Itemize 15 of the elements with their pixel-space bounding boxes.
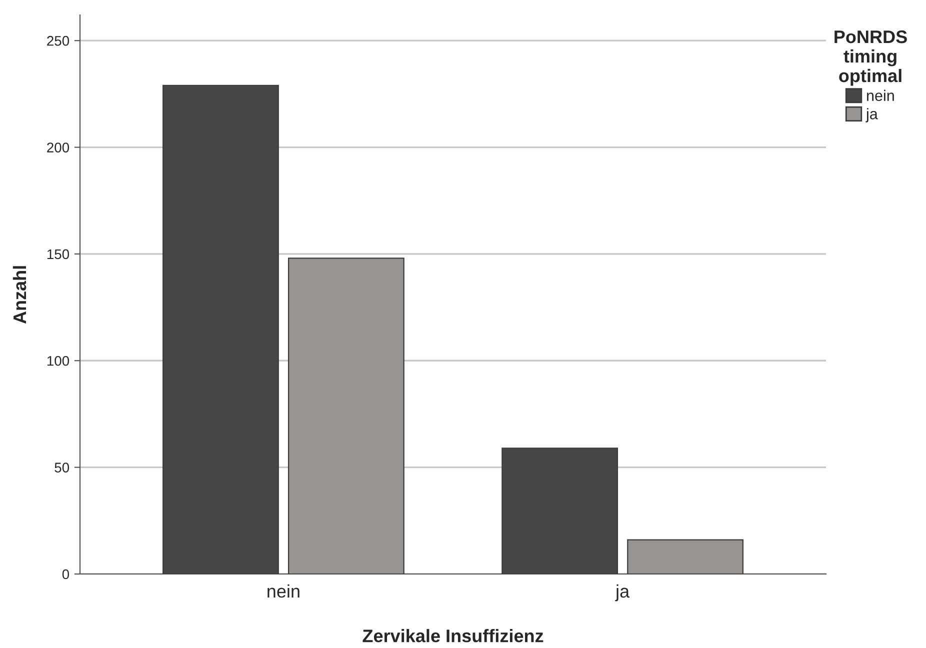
- y-tick-label: 150: [47, 249, 70, 260]
- y-tick-label: 250: [47, 36, 70, 46]
- y-axis-title: Anzahl: [12, 266, 26, 324]
- y-tick-label: 200: [47, 142, 70, 152]
- legend-title: PoNRDS timing optimal: [834, 30, 907, 86]
- bar: [502, 448, 618, 574]
- y-tick-label: 100: [47, 356, 70, 366]
- legend-label: nein: [867, 90, 894, 102]
- legend-label: ja: [866, 108, 878, 122]
- bar: [162, 84, 279, 574]
- bar: [288, 258, 404, 574]
- bar: [627, 539, 744, 574]
- y-tick-label: 50: [54, 462, 70, 472]
- x-axis-title: Zervikale Insuffizienz: [362, 629, 544, 642]
- y-tick-label: 0: [62, 569, 70, 580]
